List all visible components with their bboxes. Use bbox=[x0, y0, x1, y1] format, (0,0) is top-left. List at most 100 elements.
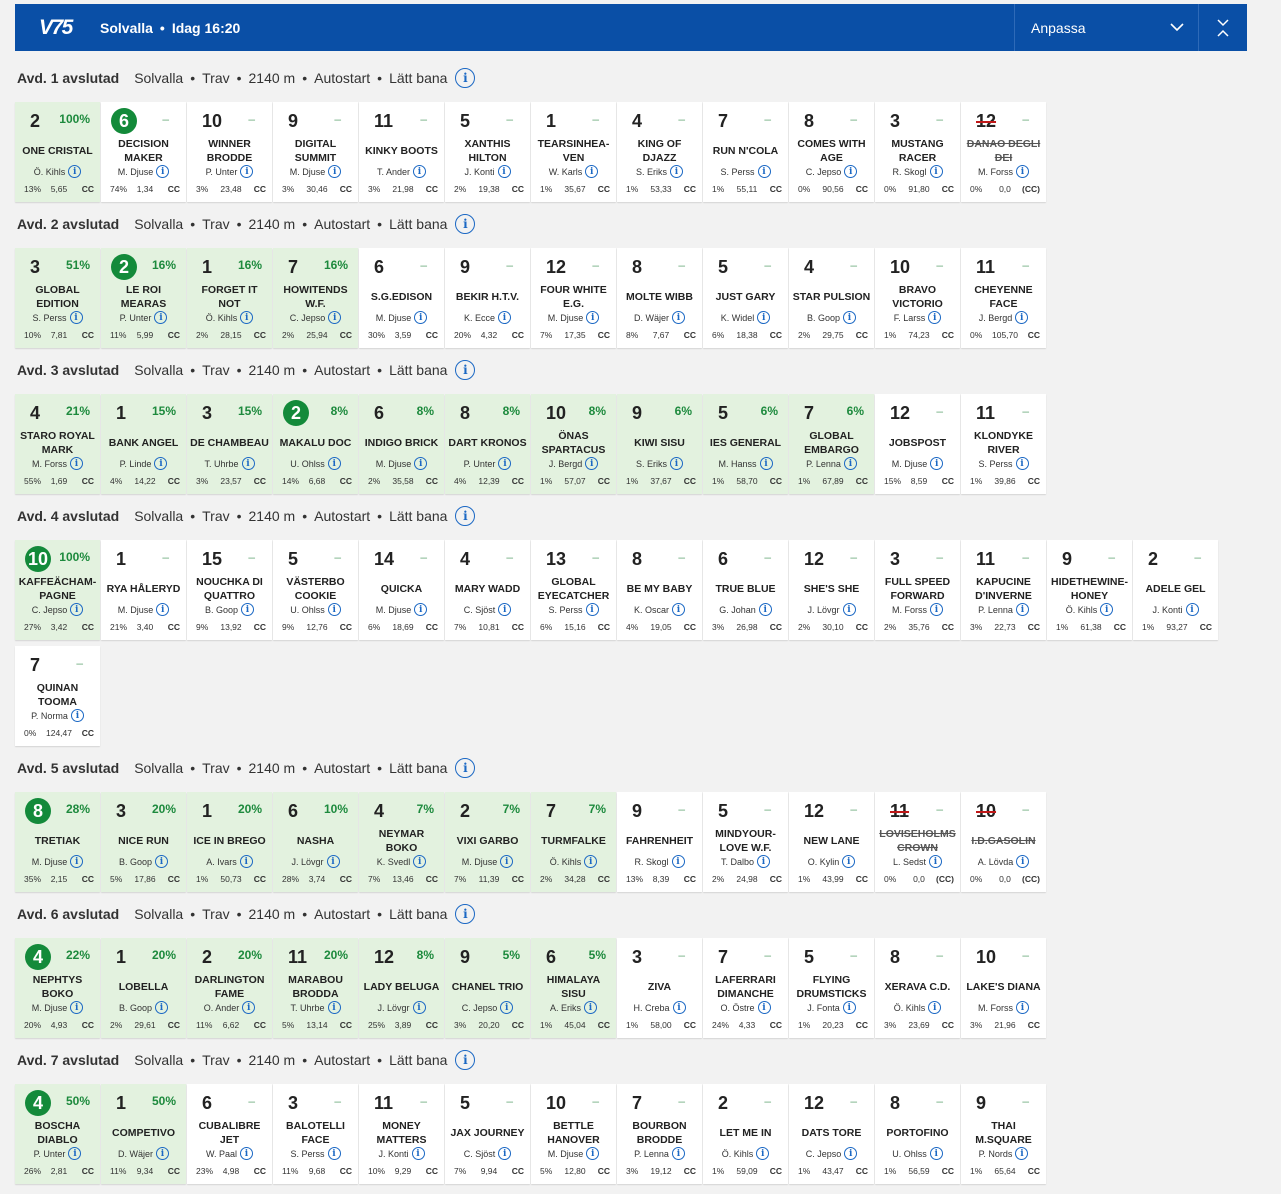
horse-card[interactable]: 11 20% MARABOU BRODDA T. Uhrbe i 5% 13,14 CC bbox=[273, 938, 358, 1038]
horse-card[interactable]: 1 20% ICE IN BREGO A. Ivars i 1% 50,73 CC bbox=[187, 792, 272, 892]
horse-card[interactable]: 8 28% TRETIAK M. Djuse i 35% 2,15 CC bbox=[15, 792, 100, 892]
horse-card[interactable]: 3– MUSTANG RACER R. Skogl i 0% 91,80 CC bbox=[875, 102, 960, 202]
info-icon[interactable]: i bbox=[70, 603, 84, 616]
info-icon[interactable]: i bbox=[670, 165, 683, 178]
info-icon[interactable]: i bbox=[842, 603, 856, 616]
info-icon[interactable]: i bbox=[328, 165, 342, 178]
info-icon[interactable]: i bbox=[759, 457, 773, 470]
info-icon[interactable]: i bbox=[756, 1147, 770, 1160]
info-icon[interactable]: i bbox=[156, 165, 170, 178]
horse-card[interactable]: 2 16% LE ROI MEARAS P. Unter i 11% 5,99 CC bbox=[101, 248, 186, 348]
horse-card[interactable]: 1– TEARSINHEA-VEN W. Karls i 1% 35,67 CC bbox=[531, 102, 616, 202]
info-icon[interactable]: i bbox=[239, 855, 253, 868]
info-icon[interactable]: i bbox=[585, 603, 599, 616]
info-icon[interactable]: i bbox=[455, 360, 476, 380]
horse-card[interactable]: 12– FOUR WHITE E.G. M. Djuse i 7% 17,35 CC bbox=[531, 248, 616, 348]
horse-card[interactable]: 12 – DATS TORE C. Jepso i 1% 43,47 CC bbox=[789, 1084, 874, 1184]
info-icon[interactable]: i bbox=[584, 1001, 597, 1014]
info-icon[interactable]: i bbox=[327, 1001, 341, 1014]
info-icon[interactable]: i bbox=[455, 68, 476, 88]
horse-card[interactable]: 15– NOUCHKA DI QUATTRO B. Goop i 9% 13,92 CC bbox=[187, 540, 272, 640]
info-icon[interactable]: i bbox=[757, 855, 771, 868]
horse-card[interactable]: 2 – ADELE GEL J. Konti i 1% 93,27 CC bbox=[1133, 540, 1218, 640]
horse-card[interactable]: 13– GLOBAL EYECATCHER S. Perss i 6% 15,16 CC bbox=[531, 540, 616, 640]
horse-card[interactable]: 8– COMES WITH AGE C. Jepso i 0% 90,56 CC bbox=[789, 102, 874, 202]
horse-card[interactable]: 4 22% NEPHTYS BOKO M. Djuse i 20% 4,93 CC bbox=[15, 938, 100, 1038]
horse-card[interactable]: 1 16% FORGET IT NOT Ö. Kihls i 2% 28,15 CC bbox=[187, 248, 272, 348]
info-icon[interactable]: i bbox=[928, 1001, 942, 1014]
horse-card[interactable]: 9 – BEKIR H.T.V. K. Ecce i 20% 4,32 CC bbox=[445, 248, 530, 348]
horse-card[interactable]: 10 100% KAFFEÄCHAM-PAGNE C. Jepso i 27% 3,42 CC bbox=[15, 540, 100, 640]
horse-card[interactable]: 5 6% IES GENERAL M. Hanss i 1% 58,70 CC bbox=[703, 394, 788, 494]
info-icon[interactable]: i bbox=[69, 311, 83, 324]
horse-card[interactable]: 11– CHEYENNE FACE J. Bergd i 0% 105,70 CC bbox=[961, 248, 1046, 348]
horse-card[interactable]: 5– MINDYOUR-LOVE W.F. T. Dalbo i 2% 24,98 CC bbox=[703, 792, 788, 892]
info-icon[interactable]: i bbox=[585, 457, 599, 470]
horse-card[interactable]: 9 5% CHANEL TRIO C. Jepso i 3% 20,20 CC bbox=[445, 938, 530, 1038]
info-icon[interactable]: i bbox=[1015, 1147, 1029, 1160]
horse-card[interactable]: 4 – MARY WADD C. Sjöst i 7% 10,81 CC bbox=[445, 540, 530, 640]
horse-card[interactable]: 5 – JAX JOURNEY C. Sjöst i 7% 9,94 CC bbox=[445, 1084, 530, 1184]
horse-card[interactable]: 2 7% VIXI GARBO M. Djuse i 7% 11,39 CC bbox=[445, 792, 530, 892]
info-icon[interactable]: i bbox=[586, 311, 600, 324]
horse-card[interactable]: 11– KAPUCINE D'INVERNE P. Lenna i 3% 22,73 CC bbox=[961, 540, 1046, 640]
info-icon[interactable]: i bbox=[327, 1147, 341, 1160]
info-icon[interactable]: i bbox=[240, 1147, 253, 1160]
horse-card[interactable]: 6 10% NASHA J. Lövgr i 28% 3,74 CC bbox=[273, 792, 358, 892]
info-icon[interactable]: i bbox=[844, 1147, 858, 1160]
info-icon[interactable]: i bbox=[1016, 1001, 1029, 1014]
info-icon[interactable]: i bbox=[929, 855, 943, 868]
info-icon[interactable]: i bbox=[929, 1147, 943, 1160]
info-icon[interactable]: i bbox=[1015, 457, 1029, 470]
info-icon[interactable]: i bbox=[414, 603, 428, 616]
info-icon[interactable]: i bbox=[413, 165, 427, 178]
info-icon[interactable]: i bbox=[70, 855, 84, 868]
horse-card[interactable]: 7 6% GLOBAL EMBARGO P. Lenna i 1% 67,89 CC bbox=[789, 394, 874, 494]
info-icon[interactable]: i bbox=[758, 603, 772, 616]
info-icon[interactable]: i bbox=[242, 1001, 256, 1014]
info-icon[interactable]: i bbox=[757, 311, 771, 324]
horse-card[interactable]: 9 6% KIWI SISU S. Eriks i 1% 37,67 CC bbox=[617, 394, 702, 494]
horse-card[interactable]: 12 8% LADY BELUGA J. Lövgr i 25% 3,89 CC bbox=[359, 938, 444, 1038]
info-icon[interactable]: i bbox=[241, 603, 255, 616]
info-icon[interactable]: i bbox=[156, 1147, 169, 1160]
info-icon[interactable]: i bbox=[842, 1001, 856, 1014]
horse-card[interactable]: 9– HIDETHEWINE-HONEY Ö. Kihls i 1% 61,38 CC bbox=[1047, 540, 1132, 640]
info-icon[interactable]: i bbox=[1015, 603, 1029, 616]
horse-card[interactable]: 2 20% DARLINGTON FAME O. Ander i 11% 6,62 CC bbox=[187, 938, 272, 1038]
horse-card[interactable]: 10 – LAKE'S DIANA M. Forss i 3% 21,96 CC bbox=[961, 938, 1046, 1038]
horse-card[interactable]: 11– KLONDYKE RIVER S. Perss i 1% 39,86 CC bbox=[961, 394, 1046, 494]
horse-card[interactable]: 7– BOURBON BRODDE P. Lenna i 3% 19,12 CC bbox=[617, 1084, 702, 1184]
info-icon[interactable]: i bbox=[240, 311, 254, 324]
horse-card[interactable]: 3 15% DE CHAMBEAU T. Uhrbe i 3% 23,57 CC bbox=[187, 394, 272, 494]
horse-card[interactable]: 2 8% MAKALU DOC U. Ohlss i 14% 6,68 CC bbox=[273, 394, 358, 494]
info-icon[interactable]: i bbox=[672, 1001, 686, 1014]
info-icon[interactable]: i bbox=[414, 457, 428, 470]
info-icon[interactable]: i bbox=[1100, 603, 1114, 616]
horse-card[interactable]: 3 20% NICE RUN B. Goop i 5% 17,86 CC bbox=[101, 792, 186, 892]
info-icon[interactable]: i bbox=[455, 214, 476, 234]
info-icon[interactable]: i bbox=[70, 709, 84, 722]
horse-card[interactable]: 1 – RYA HÅLERYD M. Djuse i 21% 3,40 CC bbox=[101, 540, 186, 640]
horse-card[interactable]: 10– WINNER BRODDE P. Unter i 3% 23,48 CC bbox=[187, 102, 272, 202]
horse-card[interactable]: 11– LOVISEHOLMS CROWN L. Sedst i 0% 0,0 (CC) bbox=[875, 792, 960, 892]
horse-card[interactable]: 7 16% HOWITENDS W.F. C. Jepso i 2% 25,94 CC bbox=[273, 248, 358, 348]
horse-card[interactable]: 1 50% COMPETIVO D. Wäjer i 11% 9,34 CC bbox=[101, 1084, 186, 1184]
info-icon[interactable]: i bbox=[929, 165, 943, 178]
horse-card[interactable]: 8 – BE MY BABY K. Oscar i 4% 19,05 CC bbox=[617, 540, 702, 640]
info-icon[interactable]: i bbox=[455, 904, 476, 924]
horse-card[interactable]: 5 – JUST GARY K. Widel i 6% 18,38 CC bbox=[703, 248, 788, 348]
info-icon[interactable]: i bbox=[155, 855, 169, 868]
info-icon[interactable]: i bbox=[842, 855, 856, 868]
horse-card[interactable]: 9– DIGITAL SUMMIT M. Djuse i 3% 30,46 CC bbox=[273, 102, 358, 202]
info-icon[interactable]: i bbox=[672, 311, 685, 324]
info-icon[interactable]: i bbox=[498, 311, 511, 324]
info-icon[interactable]: i bbox=[1016, 855, 1030, 868]
horse-card[interactable]: 9 – FAHRENHEIT R. Skogl i 13% 8,39 CC bbox=[617, 792, 702, 892]
horse-card[interactable]: 10 – I.D.GASOLIN A. Lövda i 0% 0,0 (CC) bbox=[961, 792, 1046, 892]
info-icon[interactable]: i bbox=[928, 311, 942, 324]
horse-card[interactable]: 8 – MOLTE WIBB D. Wäjer i 8% 7,67 CC bbox=[617, 248, 702, 348]
info-icon[interactable]: i bbox=[328, 311, 342, 324]
horse-card[interactable]: 8 8% DART KRONOS P. Unter i 4% 12,39 CC bbox=[445, 394, 530, 494]
info-icon[interactable]: i bbox=[1185, 603, 1199, 616]
